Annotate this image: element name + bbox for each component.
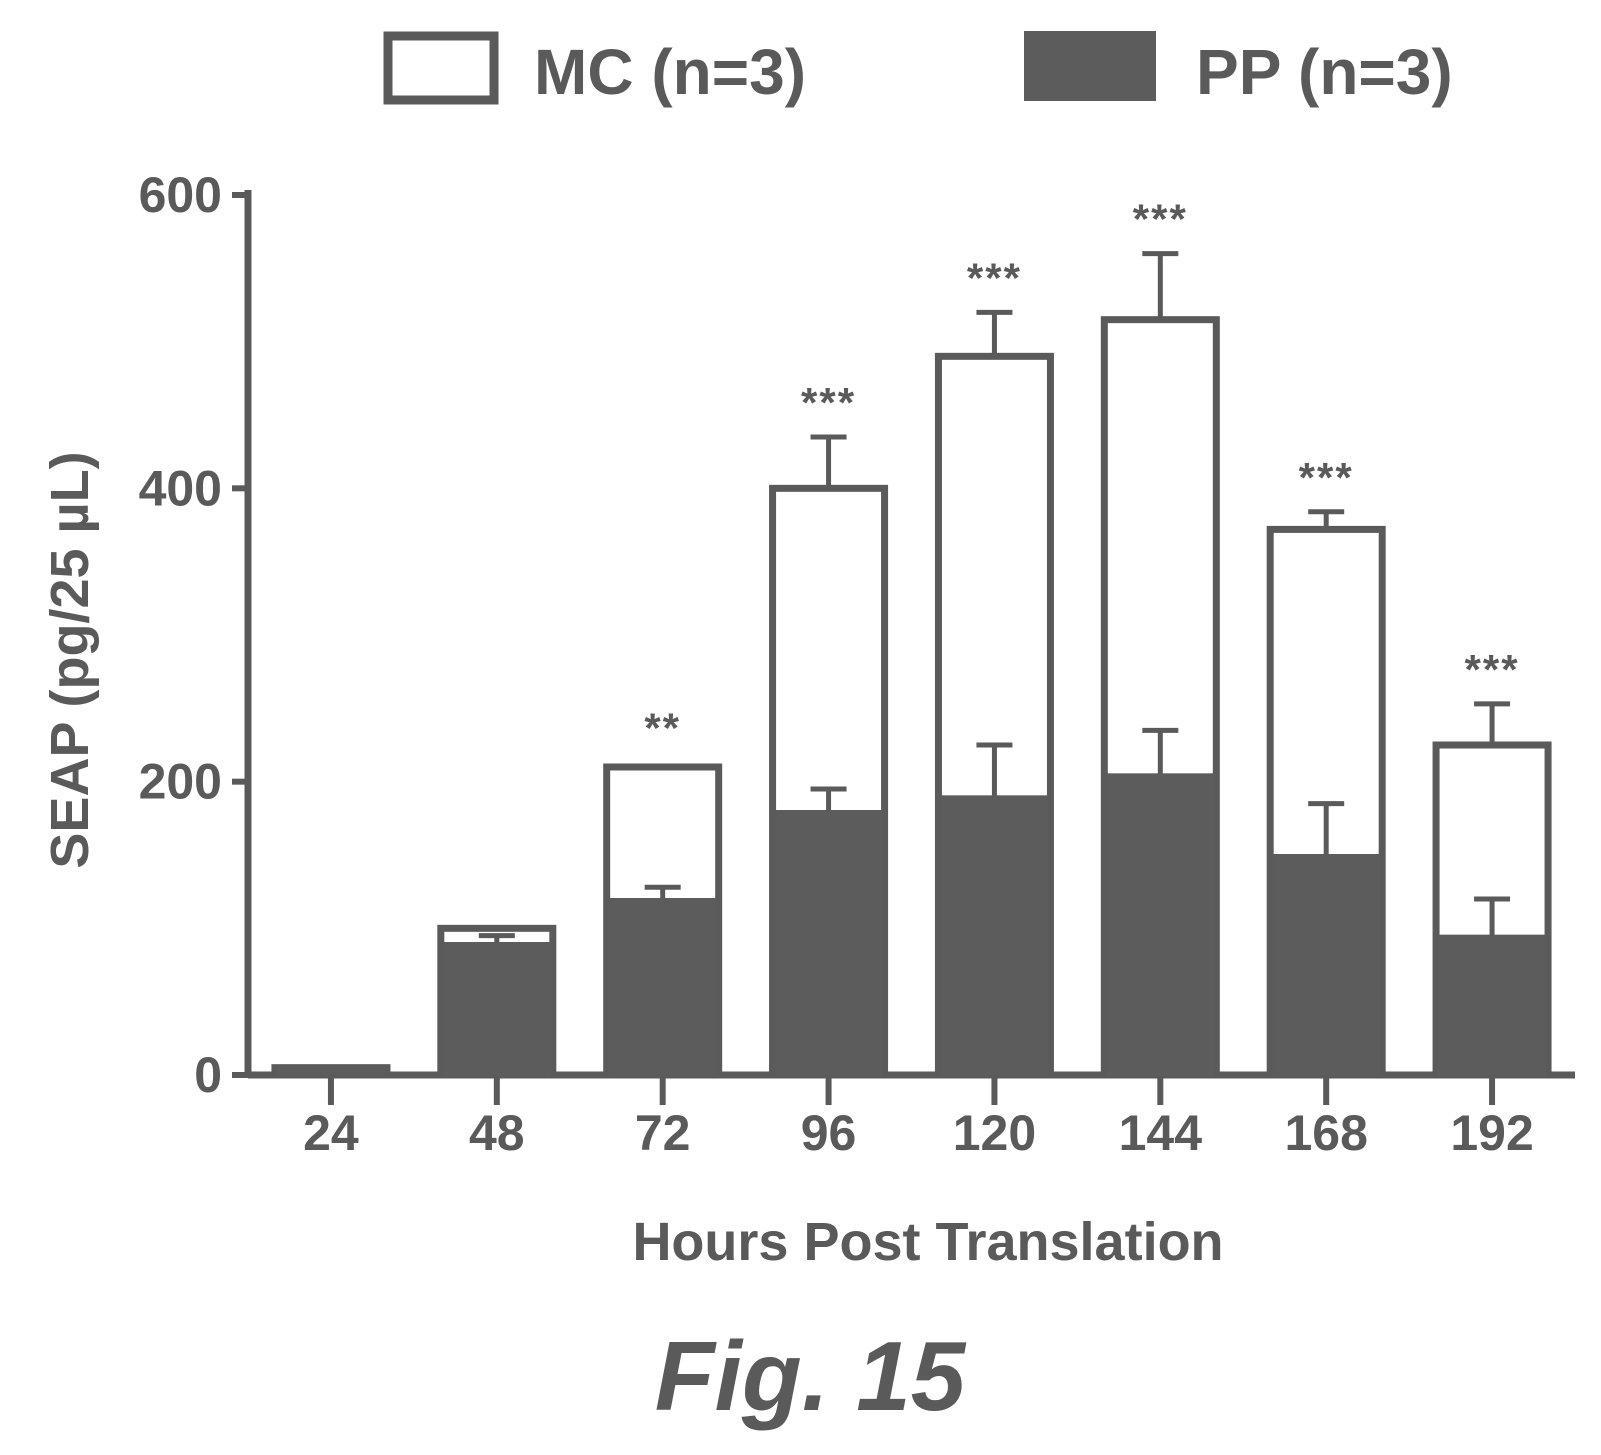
significance-label: ***	[801, 379, 856, 426]
pp-bar	[1106, 773, 1215, 1076]
figure-caption: Fig. 15	[655, 1321, 967, 1431]
x-tick-label: 72	[635, 1105, 691, 1161]
y-tick-label: 0	[194, 1047, 222, 1103]
pp-bar	[774, 810, 883, 1076]
x-tick-label: 168	[1284, 1105, 1367, 1161]
pp-bar	[940, 795, 1049, 1076]
legend: MC (n=3) PP (n=3)	[383, 31, 1453, 108]
x-tick-label: 24	[303, 1105, 359, 1161]
legend-label-pp: PP (n=3)	[1196, 36, 1453, 108]
x-tick-label: 48	[469, 1105, 525, 1161]
significance-label: ***	[1133, 196, 1188, 243]
y-tick-label: 200	[139, 754, 222, 810]
significance-label: **	[644, 705, 681, 752]
pp-bar	[608, 898, 717, 1076]
x-tick-label: 192	[1450, 1105, 1533, 1161]
x-tick-label: 120	[953, 1105, 1036, 1161]
x-tick-label: 96	[801, 1105, 857, 1161]
legend-swatch-mc	[383, 31, 499, 105]
y-axis-title: SEAP (pg/25 µL)	[40, 451, 100, 868]
pp-bar	[1272, 854, 1381, 1076]
legend-swatch-pp	[1024, 31, 1156, 101]
plot-area: 0 200 400 600 24 48 72 ** 96 *** 120 *** 144 *** 168 **…	[139, 167, 1552, 1161]
x-axis-title: Hours Post Translation	[632, 1212, 1223, 1272]
pp-bar	[442, 942, 551, 1076]
legend-label-mc: MC (n=3)	[534, 36, 806, 108]
significance-label: ***	[967, 254, 1022, 301]
y-tick-label: 400	[139, 460, 222, 516]
significance-label: ***	[1465, 646, 1520, 693]
y-tick-label: 600	[139, 167, 222, 223]
pp-bar	[276, 1066, 385, 1076]
pp-bar	[1438, 934, 1547, 1077]
x-tick-label: 144	[1119, 1105, 1203, 1161]
significance-label: ***	[1299, 454, 1354, 501]
